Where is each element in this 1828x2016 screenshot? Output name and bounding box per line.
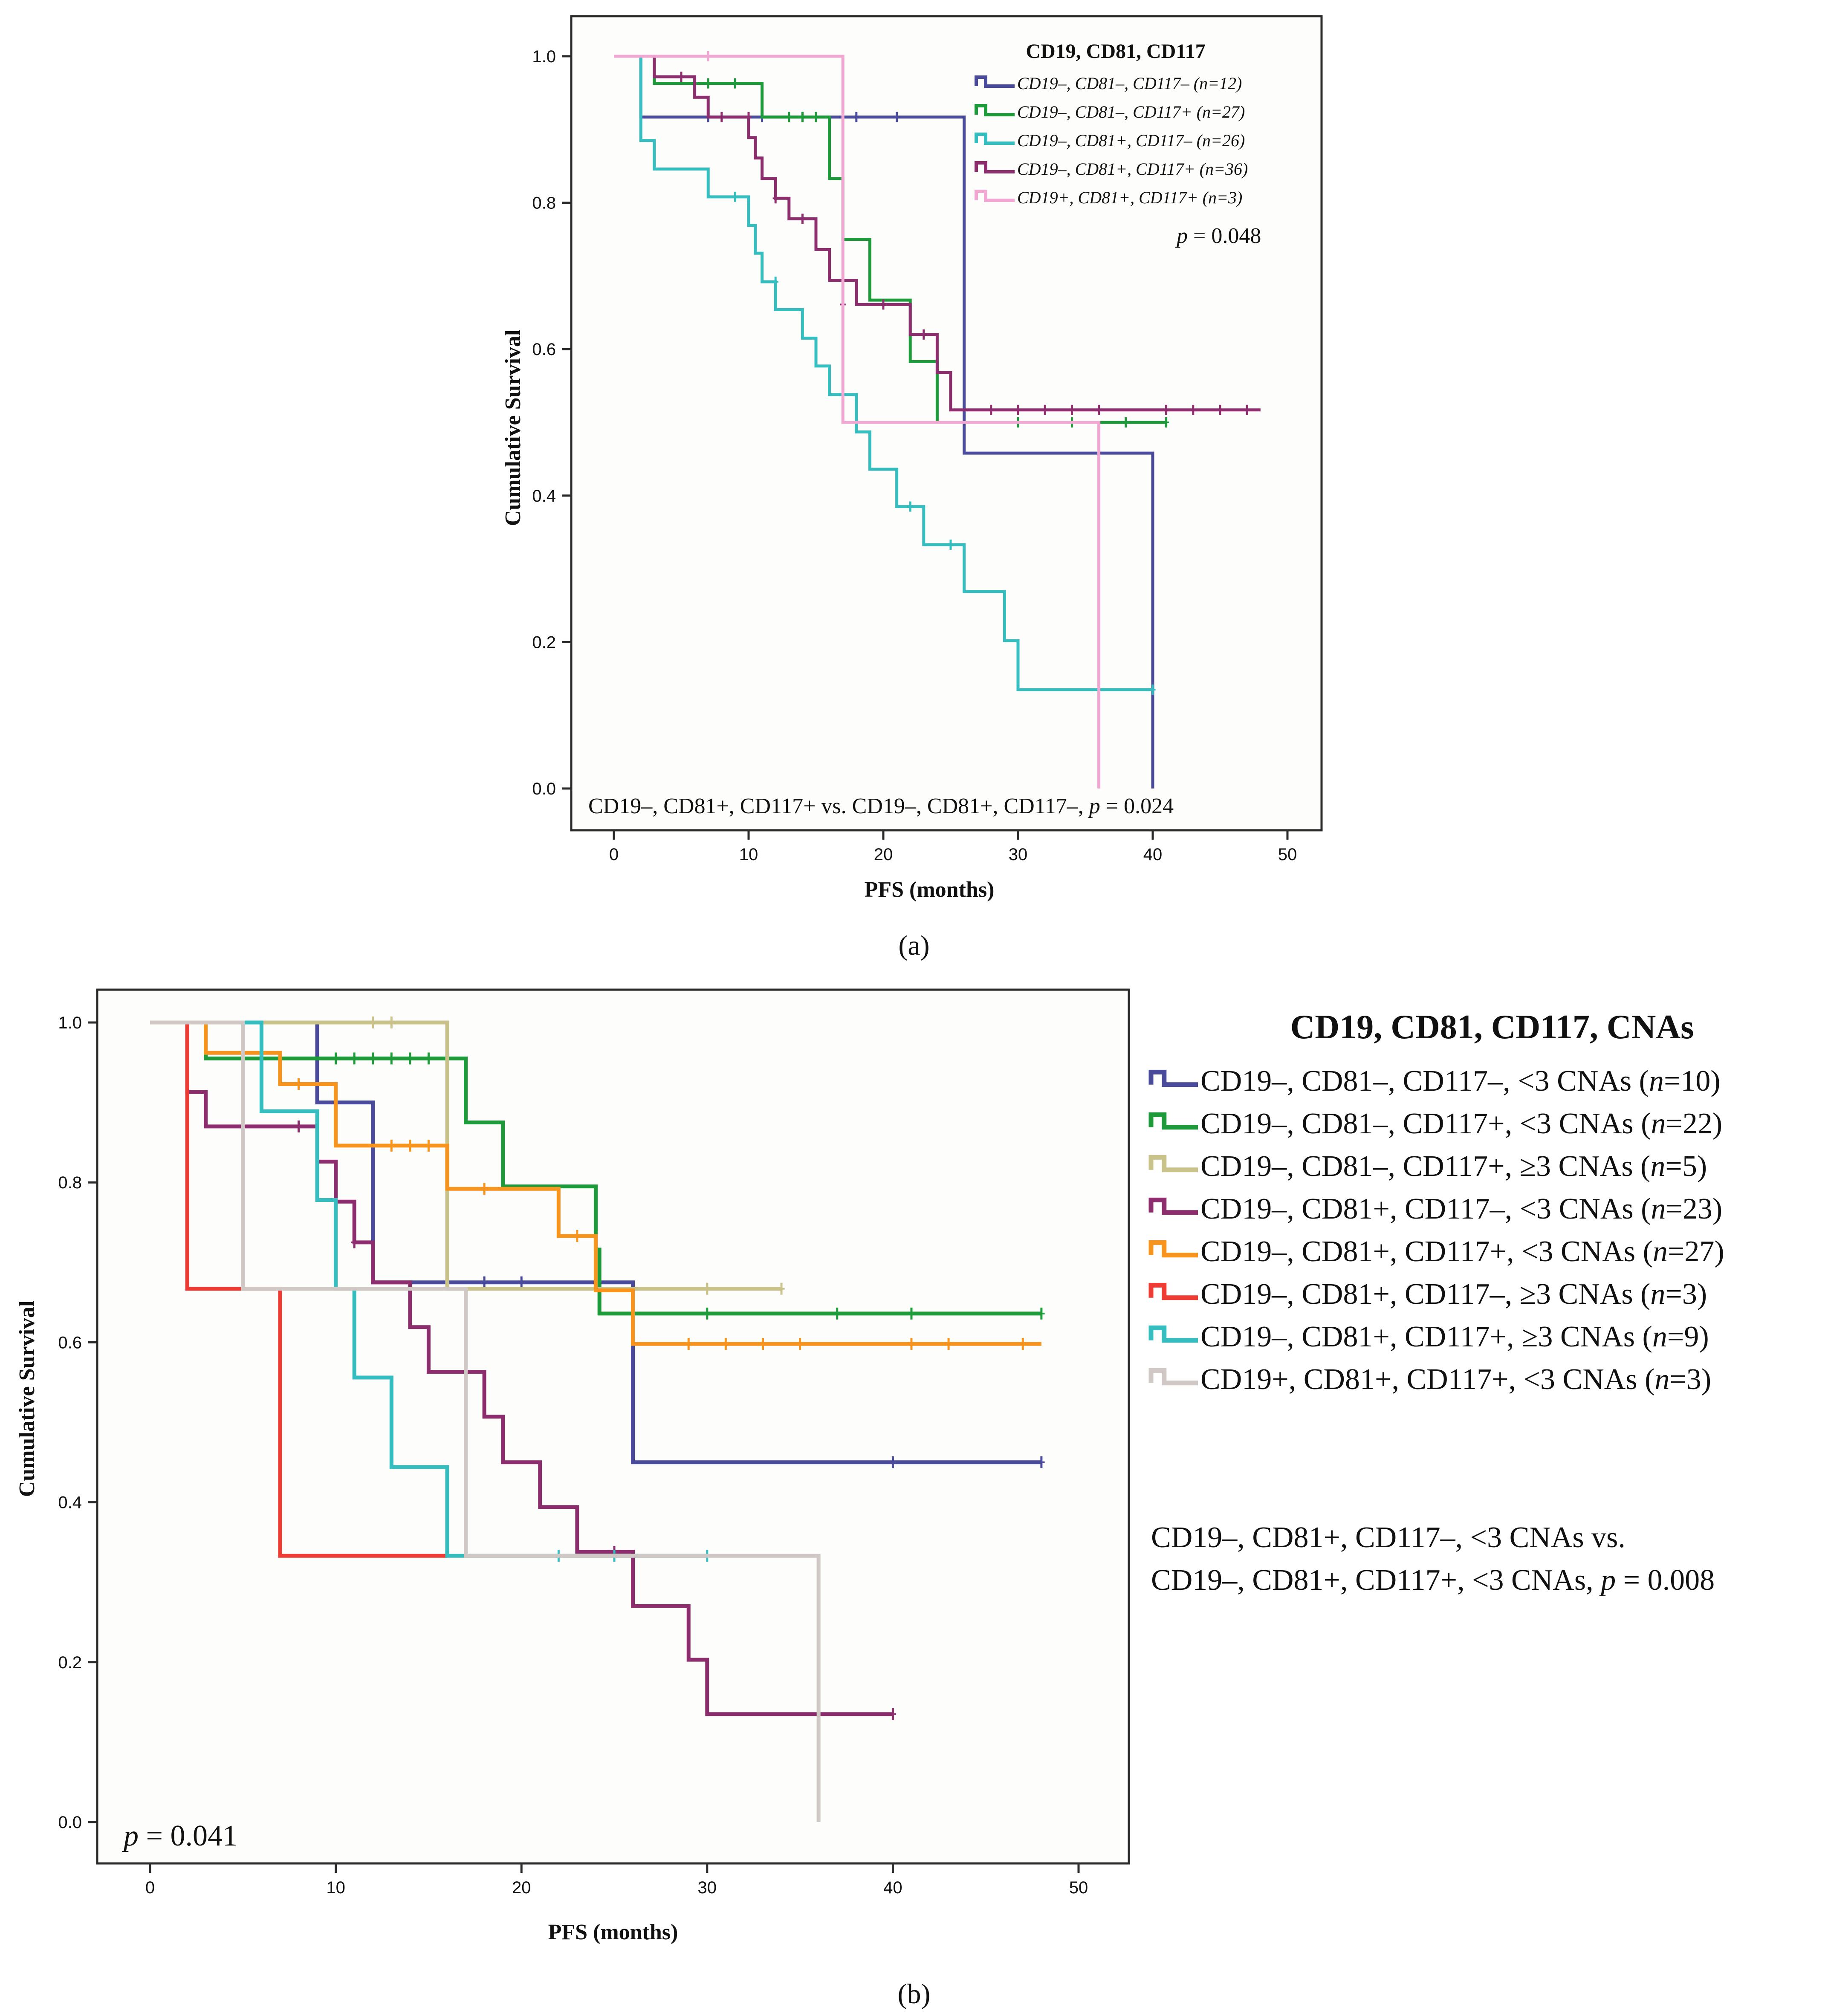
panel-b-legend-label-7: CD19–, CD81+, CD117+, ≥3 CNAs (n=9) xyxy=(1200,1320,1709,1353)
panel-b-y-tick-label: 0.0 xyxy=(58,1813,82,1832)
panel-a-survival-curve-4 xyxy=(614,55,1261,412)
panel-b-legend-swatch-1 xyxy=(1148,1069,1198,1087)
panel-b-y-tick-label: 0.2 xyxy=(58,1653,82,1672)
panel-a-y-tick-label: 0.8 xyxy=(532,194,556,213)
panel-b-legend-swatch-6 xyxy=(1148,1282,1198,1300)
panel-a-legend-label-1: CD19–, CD81–, CD117– (n=12) xyxy=(1017,74,1242,93)
panel-b-legend-swatch-5 xyxy=(1148,1240,1198,1258)
panel-a-y-tick-label: 0.2 xyxy=(532,633,556,652)
panel-a-x-axis-title: PFS (months) xyxy=(865,878,995,902)
panel-b-y-tick-label: 0.8 xyxy=(58,1173,82,1192)
panel-b-y-axis-title: Cumulative Survival xyxy=(15,1301,39,1497)
panel-b-legend-swatch-4 xyxy=(1148,1197,1198,1215)
panel-b-x-tick-label: 20 xyxy=(512,1878,531,1897)
panel-a-y-ticks: 0.0 0.2 0.4 0.6 0.8 1.0 xyxy=(532,47,571,798)
panel-a-y-tick-label: 1.0 xyxy=(532,47,556,66)
panel-b-legend-swatch-7 xyxy=(1148,1325,1198,1343)
panel-b-x-axis-title: PFS (months) xyxy=(548,1920,678,1944)
panel-b-y-ticks: 0.0 0.2 0.4 0.6 0.8 1.0 xyxy=(58,1014,97,1832)
panel-b-legend-label-3: CD19–, CD81–, CD117+, ≥3 CNAs (n=5) xyxy=(1200,1150,1707,1183)
panel-b-x-ticks: 0 10 20 30 40 50 xyxy=(145,1863,1088,1897)
panel-a-curves xyxy=(614,51,1261,788)
panel-b-legend-label-2: CD19–, CD81–, CD117+, <3 CNAs (n=22) xyxy=(1200,1107,1722,1140)
panel-b-p-value-annotation: p = 0.041 xyxy=(121,1820,237,1852)
panel-b-curves xyxy=(150,1017,1045,1822)
panel-b-y-tick-label: 1.0 xyxy=(58,1014,82,1032)
panel-a-legend-swatch-3 xyxy=(975,133,1015,145)
panel-a-legend-label-3: CD19–, CD81+, CD117– (n=26) xyxy=(1017,131,1245,150)
panel-a-legend-title: CD19, CD81, CD117 xyxy=(1026,40,1205,63)
panel-b-x-tick-label: 0 xyxy=(145,1878,155,1897)
panel-b-legend-label-5: CD19–, CD81+, CD117+, <3 CNAs (n=27) xyxy=(1200,1235,1724,1268)
panel-b-survival-curve-8 xyxy=(150,1020,821,1822)
panel-b-comparison-annotation-line1: CD19–, CD81+, CD117–, <3 CNAs vs. xyxy=(1151,1521,1626,1554)
panel-a-x-tick-label: 50 xyxy=(1278,845,1297,864)
panel-a-x-tick-label: 20 xyxy=(874,845,893,864)
panel-b-legend-label-4: CD19–, CD81+, CD117–, <3 CNAs (n=23) xyxy=(1200,1193,1722,1225)
panel-b-y-tick-label: 0.4 xyxy=(58,1493,82,1512)
panel-a-legend-swatch-4 xyxy=(975,161,1015,173)
panel-a-x-tick-label: 10 xyxy=(739,845,758,864)
panel-a-x-ticks: 0 10 20 30 40 50 xyxy=(609,830,1297,864)
panel-a-survival-curve-5 xyxy=(614,55,1101,788)
panel-b-legend-swatch-2 xyxy=(1148,1112,1198,1130)
panel-b-legend-title: CD19, CD81, CD117, CNAs xyxy=(1290,1008,1694,1046)
panel-b-x-tick-label: 10 xyxy=(326,1878,345,1897)
panel-a-comparison-annotation: CD19–, CD81+, CD117+ vs. CD19–, CD81+, C… xyxy=(588,794,1174,818)
panel-b-legend-label-6: CD19–, CD81+, CD117–, ≥3 CNAs (n=3) xyxy=(1200,1278,1707,1311)
panel-a-x-tick-label: 30 xyxy=(1009,845,1028,864)
panel-b-survival-curve-1 xyxy=(150,1020,1041,1464)
panel-a-y-tick-label: 0.4 xyxy=(532,487,556,505)
panel-b-x-tick-label: 40 xyxy=(883,1878,902,1897)
panel-a-x-tick-label: 0 xyxy=(609,845,619,864)
panel-b-legend-swatch-8 xyxy=(1148,1368,1198,1386)
panel-a-legend-swatch-2 xyxy=(975,104,1015,116)
panel-b-caption: (b) xyxy=(898,1978,931,2010)
panel-b-legend-label-8: CD19+, CD81+, CD117+, <3 CNAs (n=3) xyxy=(1200,1363,1711,1396)
panel-b-y-tick-label: 0.6 xyxy=(58,1333,82,1352)
panel-a-x-tick-label: 40 xyxy=(1143,845,1163,864)
panel-a-legend-swatch-1 xyxy=(975,75,1015,88)
panel-b-x-tick-label: 50 xyxy=(1069,1878,1088,1897)
panel-a-legend-label-2: CD19–, CD81–, CD117+ (n=27) xyxy=(1017,102,1245,121)
panel-a-y-tick-label: 0.0 xyxy=(532,780,556,798)
panel-b-legend-label-1: CD19–, CD81–, CD117–, <3 CNAs (n=10) xyxy=(1200,1065,1721,1098)
panel-b: 0 10 20 30 40 50 0.0 0.2 0.4 0.6 0.8 1.0 PFS (mont… xyxy=(15,988,1724,2010)
panel-a-y-axis-title: Cumulative Survival xyxy=(501,330,525,526)
panel-b-x-tick-label: 30 xyxy=(698,1878,717,1897)
panel-a-legend-label-5: CD19+, CD81+, CD117+ (n=3) xyxy=(1017,188,1242,207)
panel-b-plot-area xyxy=(97,990,1129,1863)
panel-b-legend: CD19–, CD81–, CD117–, <3 CNAs (n=10) CD19… xyxy=(1148,1065,1724,1396)
panel-a-legend-label-4: CD19–, CD81+, CD117+ (n=36) xyxy=(1017,159,1248,179)
panel-a-legend-swatch-5 xyxy=(975,190,1015,202)
panel-a-legend: CD19–, CD81–, CD117– (n=12) CD19–, CD81–,… xyxy=(975,74,1248,207)
panel-a: 0 10 20 30 40 50 0.0 0.2 0.4 0.6 0.8 1.0 PFS (mont… xyxy=(501,15,1323,961)
panel-a-p-value-annotation: p = 0.048 xyxy=(1175,224,1261,248)
panel-a-survival-curve-3 xyxy=(614,55,1153,691)
panel-a-y-tick-label: 0.6 xyxy=(532,340,556,359)
panel-b-legend-swatch-3 xyxy=(1148,1155,1198,1173)
panel-a-caption: (a) xyxy=(898,930,929,961)
panel-b-comparison-annotation-line2: CD19–, CD81+, CD117+, <3 CNAs, p = 0.008 xyxy=(1151,1564,1715,1597)
